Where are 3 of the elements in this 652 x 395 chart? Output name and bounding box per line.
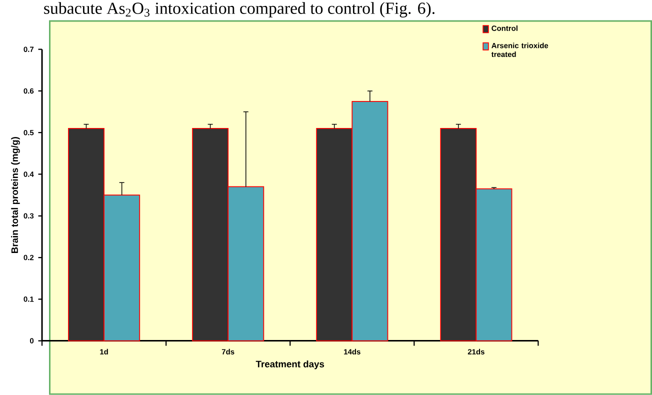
text: subacute As$_{2}$O$_{3}$ intoxication compared to control (Fig. 6). [44, 2, 434, 18]
x-axis-title: Treatment days [256, 360, 324, 370]
y-axis-title: Brain total proteins (mg/g) [11, 137, 20, 253]
